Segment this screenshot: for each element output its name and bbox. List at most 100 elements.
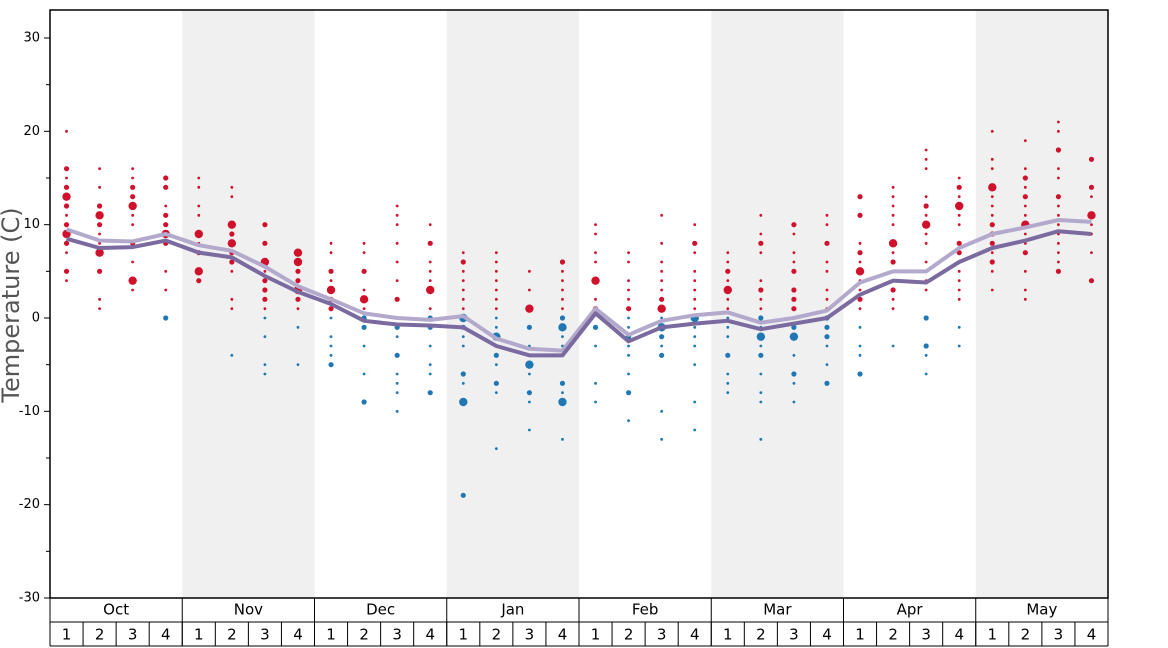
- temperature-dot: [660, 288, 664, 292]
- temperature-dot: [825, 363, 829, 367]
- temperature-dot: [791, 222, 797, 228]
- temperature-dot: [791, 296, 797, 302]
- temperature-dot: [723, 285, 732, 295]
- temperature-dot: [990, 129, 994, 133]
- temperature-dot: [559, 380, 566, 386]
- temperature-dot: [693, 297, 697, 301]
- temperature-dot: [660, 269, 664, 273]
- temperature-dot: [594, 400, 597, 404]
- temperature-dot: [296, 325, 300, 329]
- temperature-dot: [923, 203, 929, 209]
- temperature-dot: [164, 204, 168, 208]
- temperature-dot: [494, 260, 498, 264]
- temperature-dot: [163, 315, 169, 321]
- temperature-dot: [657, 304, 666, 313]
- temperature-dot: [1023, 204, 1027, 208]
- temperature-dot: [460, 371, 466, 377]
- temperature-dot: [989, 240, 995, 246]
- temperature-dot: [660, 213, 664, 217]
- temperature-dot: [659, 296, 665, 302]
- temperature-dot: [394, 296, 400, 302]
- temperature-dot: [362, 288, 366, 292]
- temperature-dot: [295, 268, 301, 274]
- week-label: 1: [591, 626, 601, 644]
- temperature-dot: [660, 260, 664, 264]
- temperature-dot: [428, 223, 432, 227]
- temperature-dot: [197, 204, 201, 208]
- temperature-dot: [726, 307, 730, 311]
- temperature-dot: [957, 325, 961, 329]
- temperature-dot: [1023, 167, 1027, 171]
- temperature-dot: [461, 279, 465, 283]
- temperature-dot: [494, 447, 498, 451]
- temperature-dot: [65, 251, 68, 255]
- week-label: 3: [525, 626, 535, 644]
- temperature-dot: [759, 251, 763, 255]
- temperature-dot: [95, 248, 104, 257]
- temperature-dot: [1090, 195, 1093, 199]
- temperature-dot: [792, 381, 796, 385]
- temperature-dot: [1023, 139, 1027, 143]
- month-label: Dec: [366, 601, 395, 619]
- temperature-dot: [824, 380, 830, 386]
- temperature-dot: [561, 288, 564, 292]
- temperature-dot: [726, 381, 730, 385]
- week-label: 2: [1021, 626, 1031, 644]
- temperature-dot: [857, 250, 863, 256]
- temperature-dot: [1057, 260, 1060, 264]
- temperature-dot: [394, 352, 400, 358]
- temperature-dot: [924, 157, 928, 161]
- temperature-dot: [163, 212, 169, 218]
- temperature-dot: [362, 372, 366, 376]
- temperature-dot: [923, 315, 929, 321]
- temperature-dot: [791, 287, 797, 293]
- temperature-dot: [990, 269, 994, 273]
- week-label: 2: [624, 626, 634, 644]
- temperature-dot: [627, 419, 630, 423]
- temperature-dot: [792, 251, 796, 255]
- y-tick-label: 30: [23, 31, 40, 46]
- temperature-dot: [263, 372, 267, 376]
- temperature-dot: [725, 268, 731, 274]
- temperature-dot: [957, 176, 961, 180]
- temperature-dot: [461, 335, 465, 339]
- temperature-dot: [1087, 211, 1096, 220]
- temperature-dot: [659, 334, 665, 340]
- week-label: 3: [1054, 626, 1064, 644]
- temperature-dot: [561, 269, 564, 273]
- temperature-dot: [726, 297, 730, 301]
- temperature-dot: [326, 285, 336, 295]
- temperature-dot: [660, 241, 664, 245]
- temperature-dot: [493, 352, 499, 358]
- y-tick-label: -20: [19, 497, 40, 512]
- temperature-dot: [956, 240, 962, 246]
- temperature-dot: [858, 241, 862, 245]
- temperature-dot: [395, 335, 399, 339]
- temperature-dot: [1088, 278, 1095, 284]
- temperature-dot: [594, 297, 597, 301]
- temperature-dot: [395, 223, 399, 227]
- month-band: [975, 10, 1108, 598]
- temperature-dot: [98, 241, 101, 245]
- temperature-dot: [1055, 268, 1062, 274]
- temperature-dot: [825, 288, 829, 292]
- month-band: [182, 10, 315, 598]
- temperature-dot: [693, 279, 697, 283]
- temperature-dot: [1057, 223, 1060, 227]
- temperature-dot: [131, 213, 135, 217]
- temperature-dot: [395, 213, 399, 217]
- temperature-dot: [63, 166, 70, 172]
- temperature-dot: [461, 288, 465, 292]
- temperature-dot: [924, 213, 928, 217]
- week-label: 4: [293, 626, 303, 644]
- temperature-dot: [526, 390, 533, 396]
- temperature-dot: [263, 316, 267, 320]
- temperature-dot: [824, 240, 830, 246]
- temperature-dot: [924, 372, 928, 376]
- temperature-line: [65, 218, 1092, 353]
- temperature-dot: [329, 353, 333, 357]
- temperature-dot: [262, 240, 268, 246]
- temperature-dot: [263, 363, 267, 367]
- temperature-dot: [295, 296, 301, 302]
- temperature-dot: [659, 352, 665, 358]
